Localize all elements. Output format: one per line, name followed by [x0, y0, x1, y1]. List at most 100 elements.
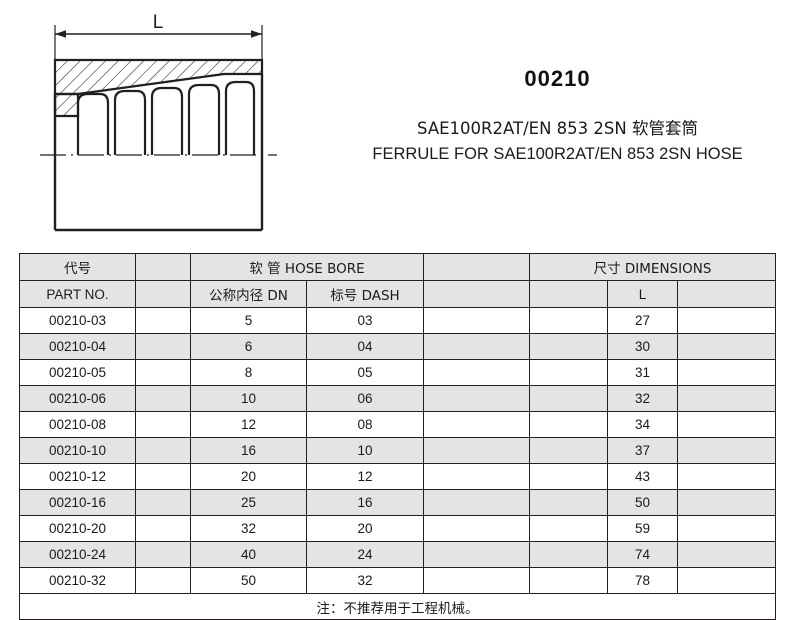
cell-dn: 5 — [190, 307, 307, 334]
cell-length-l: 78 — [607, 567, 678, 594]
cell-dn: 25 — [190, 489, 307, 516]
cell-blank-1 — [135, 541, 191, 568]
table-row: 00210-05 8 05 31 — [19, 359, 777, 386]
table-row: 00210-08 12 08 34 — [19, 411, 777, 438]
part-number-heading: 00210 — [524, 66, 591, 91]
header-spacer-4 — [423, 280, 530, 308]
cell-blank-2 — [423, 411, 530, 438]
cell-dash: 04 — [306, 333, 424, 360]
product-title-english: FERRULE FOR SAE100R2AT/EN 853 2SN HOSE — [372, 144, 743, 163]
header-spacer-6 — [676, 280, 777, 308]
table-row: 00210-24 40 24 74 — [19, 541, 777, 568]
cell-blank-3 — [529, 437, 608, 464]
header-length-l: L — [607, 280, 678, 308]
cell-part-no: 00210-12 — [19, 463, 136, 490]
cell-blank-3 — [529, 541, 608, 568]
cell-blank-2 — [423, 359, 530, 386]
cell-part-no: 00210-24 — [19, 541, 136, 568]
cell-dn: 6 — [190, 333, 307, 360]
cell-dash: 03 — [306, 307, 424, 334]
table-row: 00210-16 25 16 50 — [19, 489, 777, 516]
table-row: 00210-10 16 10 37 — [19, 437, 777, 464]
cell-blank-3 — [529, 463, 608, 490]
dimension-line-L — [55, 30, 262, 38]
ferrule-cross-section-drawing: L — [18, 8, 298, 243]
cell-dn: 8 — [190, 359, 307, 386]
cell-length-l: 59 — [607, 515, 678, 542]
table-row: 00210-20 32 20 59 — [19, 515, 777, 542]
cell-dn: 32 — [190, 515, 307, 542]
section-hatching — [53, 58, 264, 118]
table-header-row-1: 代号 软 管 HOSE BORE 尺寸 DIMENSIONS — [19, 253, 777, 281]
header-part-no-cn: 代号 — [19, 253, 136, 281]
table-row: 00210-12 20 12 43 — [19, 463, 777, 490]
cell-blank-4 — [676, 515, 777, 542]
header-spacer-2 — [423, 253, 530, 281]
cell-blank-4 — [676, 567, 777, 594]
cell-dash: 06 — [306, 385, 424, 412]
cell-dash: 20 — [306, 515, 424, 542]
cell-blank-1 — [135, 463, 191, 490]
header-spacer-3 — [135, 280, 191, 308]
cell-length-l: 43 — [607, 463, 678, 490]
cell-blank-2 — [423, 333, 530, 360]
cell-dn: 12 — [190, 411, 307, 438]
table-row: 00210-03 5 03 27 — [19, 307, 777, 334]
cell-blank-1 — [135, 333, 191, 360]
cell-length-l: 74 — [607, 541, 678, 568]
cell-length-l: 50 — [607, 489, 678, 516]
cell-blank-4 — [676, 307, 777, 334]
cell-blank-2 — [423, 489, 530, 516]
cell-part-no: 00210-16 — [19, 489, 136, 516]
cell-length-l: 27 — [607, 307, 678, 334]
cell-blank-2 — [423, 541, 530, 568]
cell-blank-4 — [676, 385, 777, 412]
cell-blank-3 — [529, 385, 608, 412]
cell-blank-1 — [135, 359, 191, 386]
cell-length-l: 34 — [607, 411, 678, 438]
cell-blank-1 — [135, 385, 191, 412]
table-row: 00210-06 10 06 32 — [19, 385, 777, 412]
product-title-chinese: SAE100R2AT/EN 853 2SN 软管套筒 — [417, 119, 698, 138]
cell-length-l: 30 — [607, 333, 678, 360]
header-dash: 标号 DASH — [306, 280, 424, 308]
cell-blank-2 — [423, 463, 530, 490]
cell-length-l: 37 — [607, 437, 678, 464]
cell-blank-1 — [135, 567, 191, 594]
cell-part-no: 00210-06 — [19, 385, 136, 412]
cell-blank-2 — [423, 567, 530, 594]
cell-blank-4 — [676, 359, 777, 386]
cell-blank-4 — [676, 489, 777, 516]
table-footnote-row: 注：不推荐用于工程机械。 — [18, 593, 777, 620]
table-row: 00210-32 50 32 78 — [19, 567, 777, 594]
cell-dash: 16 — [306, 489, 424, 516]
cell-part-no: 00210-20 — [19, 515, 136, 542]
cell-blank-3 — [529, 489, 608, 516]
cell-dash: 10 — [306, 437, 424, 464]
specification-table: 代号 软 管 HOSE BORE 尺寸 DIMENSIONS PART NO. … — [18, 253, 777, 620]
header-spacer-1 — [135, 253, 191, 281]
cell-blank-1 — [135, 307, 191, 334]
cell-length-l: 31 — [607, 359, 678, 386]
cell-blank-3 — [529, 567, 608, 594]
cell-dash: 24 — [306, 541, 424, 568]
cell-part-no: 00210-04 — [19, 333, 136, 360]
header-hose-bore-group: 软 管 HOSE BORE — [190, 253, 424, 281]
drawing-svg: L — [40, 12, 277, 232]
cell-blank-4 — [676, 333, 777, 360]
cell-blank-3 — [529, 307, 608, 334]
cell-length-l: 32 — [607, 385, 678, 412]
cell-part-no: 00210-08 — [19, 411, 136, 438]
ferrule-outline — [53, 74, 264, 232]
cell-dash: 32 — [306, 567, 424, 594]
cell-dn: 50 — [190, 567, 307, 594]
cell-blank-4 — [676, 541, 777, 568]
cell-dash: 05 — [306, 359, 424, 386]
cell-blank-2 — [423, 385, 530, 412]
cell-part-no: 00210-32 — [19, 567, 136, 594]
dimension-label-L: L — [153, 12, 164, 33]
cell-blank-1 — [135, 489, 191, 516]
cell-dn: 40 — [190, 541, 307, 568]
title-block: 00210 SAE100R2AT/EN 853 2SN 软管套筒 FERRULE… — [330, 68, 785, 167]
cell-blank-2 — [423, 437, 530, 464]
